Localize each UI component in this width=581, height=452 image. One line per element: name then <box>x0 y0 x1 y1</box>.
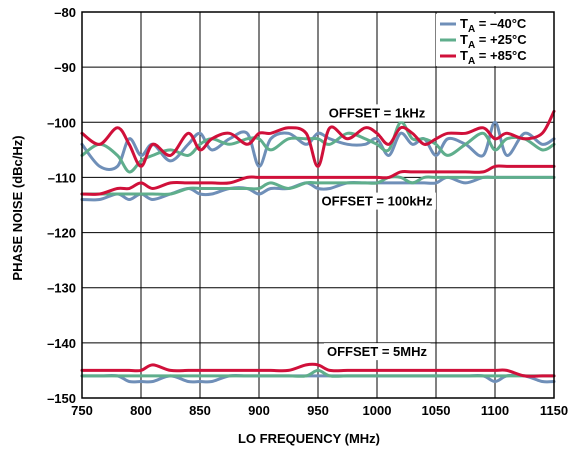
series-line-5mhz-p85 <box>80 362 556 378</box>
offset-annotations: OFFSET = 1kHz OFFSET = 100kHz OFFSET = 5MH… <box>318 104 436 361</box>
series-lines <box>80 109 556 384</box>
x-tick-label: 800 <box>130 403 152 418</box>
x-tick-label: 1000 <box>363 403 392 418</box>
series-line-100khz-m40 <box>80 175 556 202</box>
y-tick-labels: –80 –90 –100 –110 –120 –130 –140 –150 <box>47 5 76 406</box>
annotation-background <box>325 104 429 122</box>
y-tick-label: –140 <box>47 336 76 351</box>
legend-label-m40: TA = –40°C <box>460 16 527 35</box>
x-tick-labels: 750 800 850 900 950 1000 1050 1100 1150 <box>71 403 568 418</box>
series-line-5mhz-p25 <box>80 368 556 378</box>
plot-border <box>81 11 555 399</box>
x-tick-label: 1050 <box>422 403 451 418</box>
annotation-offset-1k: OFFSET = 1kHz <box>329 105 426 120</box>
annotation-background <box>318 192 436 210</box>
y-tick-label: –120 <box>47 226 76 241</box>
annotation-offset-5m: OFFSET = 5MHz <box>327 344 428 359</box>
y-tick-label: –100 <box>47 115 76 130</box>
grid-lines <box>82 12 554 398</box>
series-line-100khz-p85 <box>80 164 556 196</box>
series-line-100khz-p25 <box>80 175 556 196</box>
y-axis-title: PHASE NOISE (dBc/Hz) <box>10 135 25 280</box>
y-tick-label: –150 <box>47 391 76 406</box>
legend: TA = –40°CTA = +25°CTA = +85°C <box>436 14 552 67</box>
y-tick-label: –110 <box>48 170 76 185</box>
plot-frame <box>81 11 555 399</box>
x-tick-label: 750 <box>71 403 93 418</box>
x-axis-title: LO FREQUENCY (MHz) <box>238 431 380 446</box>
x-tick-label: 950 <box>307 403 329 418</box>
x-tick-label: 850 <box>189 403 211 418</box>
x-tick-label: 900 <box>248 403 270 418</box>
y-tick-label: –130 <box>47 281 76 296</box>
y-tick-label: –90 <box>54 60 76 75</box>
annotation-background <box>323 343 431 361</box>
legend-label-p85: TA = +85°C <box>460 48 527 67</box>
series-line-1khz-p85 <box>80 109 556 168</box>
annotation-offset-100k: OFFSET = 100kHz <box>322 194 433 209</box>
legend-label-p25: TA = +25°C <box>460 32 527 51</box>
y-tick-label: –80 <box>54 5 76 20</box>
x-tick-label: 1150 <box>540 403 568 418</box>
x-tick-label: 1100 <box>481 403 509 418</box>
